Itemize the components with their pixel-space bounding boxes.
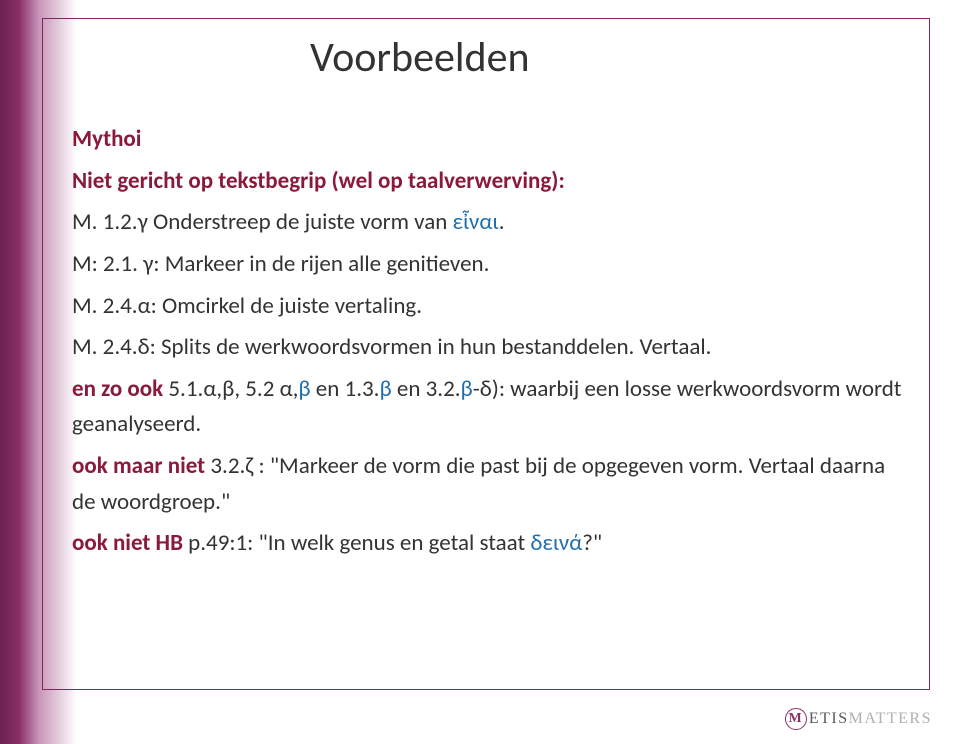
line-3a: M. 1.2.γ Onderstreep de juiste vorm van bbox=[72, 208, 453, 236]
greek-beta-2: β bbox=[379, 375, 391, 403]
line-7f: en 3.2. bbox=[392, 375, 461, 403]
slide-title: Voorbeelden bbox=[310, 32, 530, 83]
brand-part1: ETIS bbox=[809, 710, 849, 728]
line-4: M: 2.1. γ: Markeer in de rijen alle geni… bbox=[72, 247, 902, 283]
line-mythoi: Mythoi bbox=[72, 125, 141, 153]
line-8: ook maar niet 3.2.ζ : "Markeer de vorm d… bbox=[72, 449, 902, 520]
greek-einai: εἶναι bbox=[453, 208, 499, 236]
logo-circle-icon: M bbox=[785, 708, 807, 730]
line-3c: . bbox=[499, 208, 505, 236]
body-text: Mythoi Niet gericht op tekstbegrip (wel … bbox=[72, 122, 902, 568]
line-9: ook niet HB p.49:1: "In welk genus en ge… bbox=[72, 526, 902, 562]
line-7: en zo ook 5.1.α,β, 5.2 α,β en 1.3.β en 3… bbox=[72, 372, 902, 443]
greek-beta-3: β bbox=[461, 375, 473, 403]
greek-deina: δεινά bbox=[530, 529, 582, 557]
line-8a: ook maar niet bbox=[72, 452, 205, 480]
line-subtitle: Niet gericht op tekstbegrip (wel op taal… bbox=[72, 167, 565, 195]
line-3: M. 1.2.γ Onderstreep de juiste vorm van … bbox=[72, 205, 902, 241]
line-9b: p.49:1: "In welk genus en getal staat bbox=[183, 529, 530, 557]
line-7a: en zo ook bbox=[72, 375, 163, 403]
line-6: M. 2.4.δ: Splits de werkwoordsvormen in … bbox=[72, 330, 902, 366]
brand-part2: MATTERS bbox=[849, 710, 932, 728]
line-9a: ook niet HB bbox=[72, 529, 183, 557]
greek-beta-1: β bbox=[298, 375, 310, 403]
line-5: M. 2.4.α: Omcirkel de juiste vertaling. bbox=[72, 289, 902, 325]
line-7b: 5.1.α,β, 5.2 α, bbox=[163, 375, 298, 403]
footer-brand: M ETISMATTERS bbox=[785, 708, 932, 730]
line-7d: en 1.3. bbox=[311, 375, 380, 403]
slide: Voorbeelden Mythoi Niet gericht op tekst… bbox=[0, 0, 960, 744]
line-9d: ?" bbox=[582, 529, 602, 557]
